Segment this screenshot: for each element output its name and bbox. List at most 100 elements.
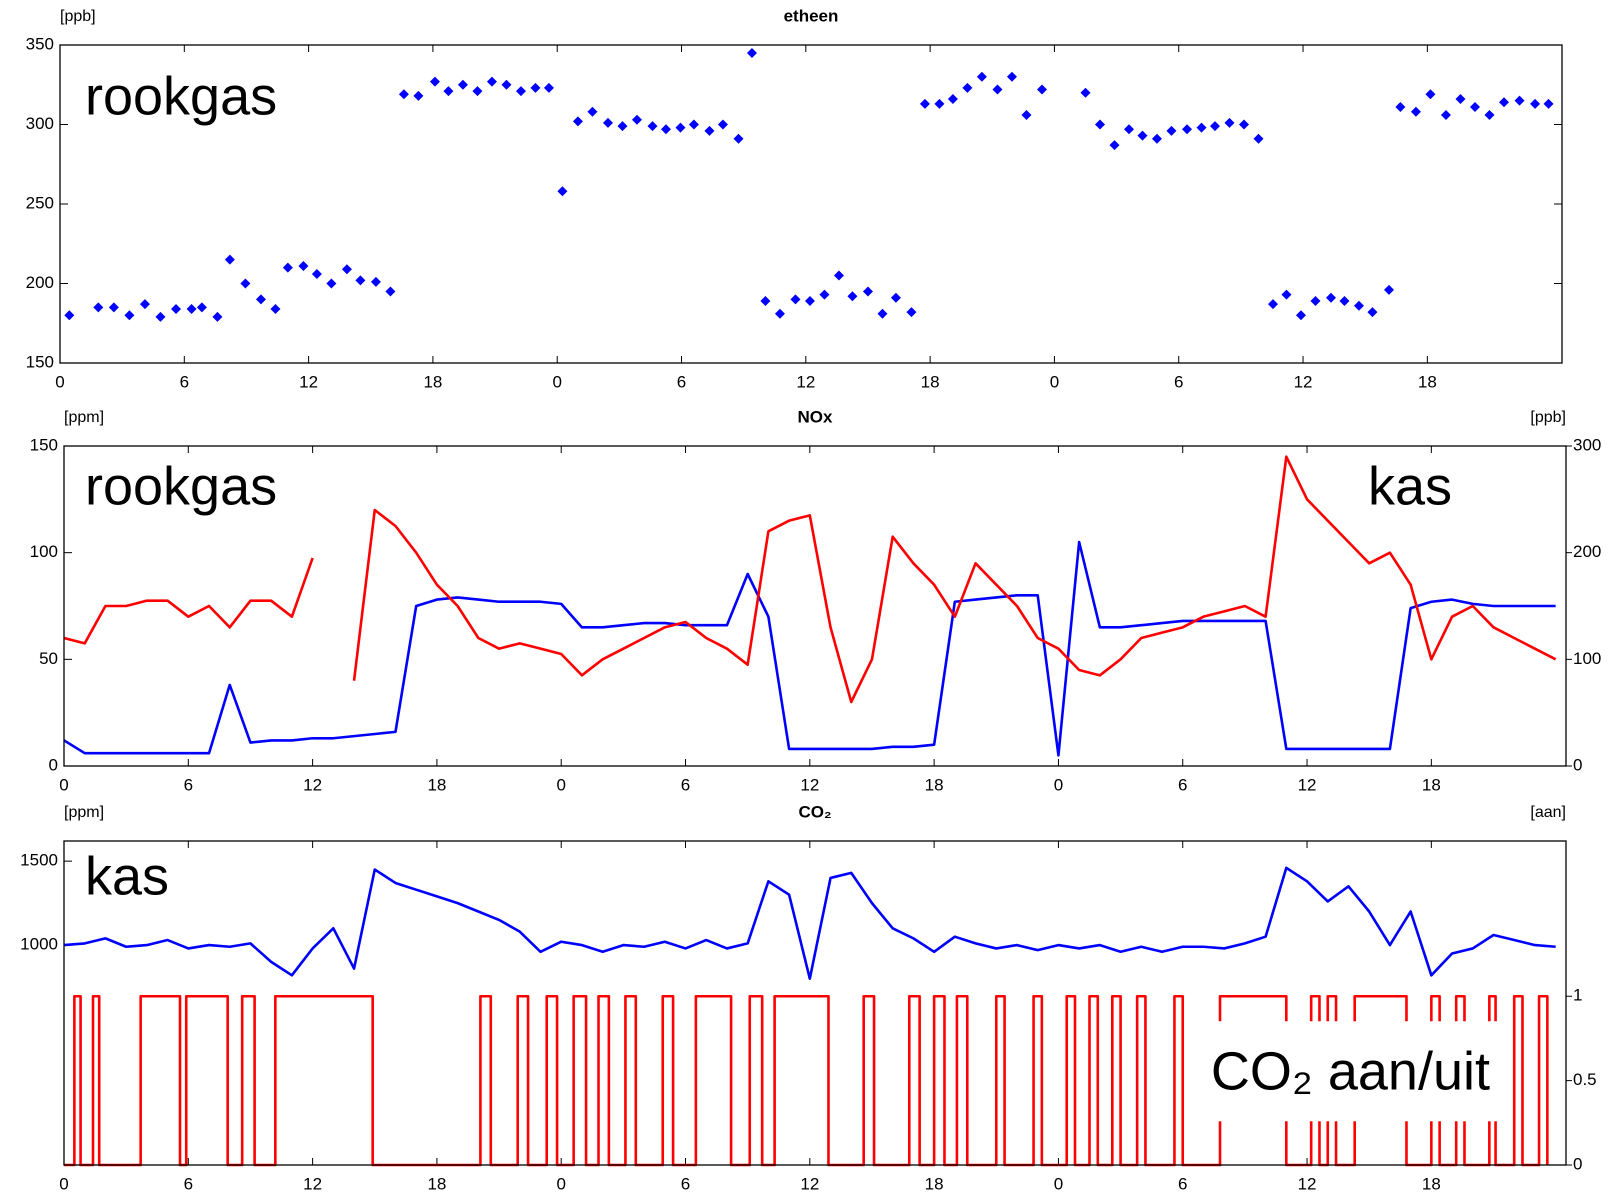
point xyxy=(155,311,166,322)
x-tick-label: 12 xyxy=(303,1174,322,1193)
point xyxy=(64,310,75,321)
point xyxy=(543,82,554,93)
y-tick-label: 0 xyxy=(49,755,58,774)
x-tick-label: 12 xyxy=(1298,1174,1317,1193)
x-tick-label: 0 xyxy=(552,372,561,391)
point xyxy=(1514,95,1525,106)
point xyxy=(530,82,541,93)
y2-axis-unit: [ppb] xyxy=(1530,409,1566,426)
y2-axis-unit: [aan] xyxy=(1530,804,1566,821)
point xyxy=(976,71,987,82)
legend-label: CO₂ aan/uit xyxy=(1211,1041,1490,1101)
point xyxy=(1182,124,1193,135)
line xyxy=(64,455,1557,704)
point xyxy=(1367,307,1378,318)
point xyxy=(1095,119,1106,130)
point xyxy=(1455,94,1466,105)
x-tick-label: 0 xyxy=(59,775,68,794)
point xyxy=(660,124,671,135)
y2-tick-label: 100 xyxy=(1573,649,1601,668)
x-tick-label: 18 xyxy=(1422,1174,1441,1193)
point xyxy=(733,133,744,144)
point xyxy=(1395,102,1406,113)
legend-label: kas xyxy=(85,846,169,906)
point xyxy=(341,264,352,275)
point xyxy=(1124,124,1135,135)
y2-tick-label: 200 xyxy=(1573,542,1601,561)
x-tick-label: 12 xyxy=(1294,372,1313,391)
point xyxy=(1530,98,1541,109)
line xyxy=(64,540,1556,757)
point xyxy=(557,186,568,197)
y-tick-label: 300 xyxy=(26,114,54,133)
y-tick-label: 150 xyxy=(30,435,58,454)
point xyxy=(457,79,468,90)
x-tick-label: 12 xyxy=(299,372,318,391)
point xyxy=(124,310,135,321)
point xyxy=(862,286,873,297)
point xyxy=(704,125,715,136)
chart-title: NOx xyxy=(798,407,834,426)
point xyxy=(282,262,293,273)
point xyxy=(919,98,930,109)
point xyxy=(617,121,628,132)
point xyxy=(631,114,642,125)
point xyxy=(1137,130,1148,141)
point xyxy=(240,278,251,289)
x-tick-label: 18 xyxy=(925,775,944,794)
y2-tick-label: 0 xyxy=(1573,1154,1582,1173)
x-tick-label: 18 xyxy=(427,1174,446,1193)
point xyxy=(1339,295,1350,306)
point xyxy=(1151,133,1162,144)
x-tick-label: 18 xyxy=(423,372,442,391)
point xyxy=(1253,133,1264,144)
point xyxy=(572,116,583,127)
y2-tick-label: 300 xyxy=(1573,435,1601,454)
y2-tick-label: 0.5 xyxy=(1573,1070,1597,1089)
point xyxy=(398,89,409,100)
point xyxy=(962,82,973,93)
point xyxy=(1440,109,1451,120)
point xyxy=(934,98,945,109)
point xyxy=(1326,292,1337,303)
y-axis-unit: [ppb] xyxy=(60,8,96,25)
y-tick-label: 150 xyxy=(26,352,54,371)
y-tick-label: 100 xyxy=(30,542,58,561)
chart-title: CO₂ xyxy=(798,802,831,821)
point xyxy=(1224,117,1235,128)
point xyxy=(1410,106,1421,117)
legend-label: rookgas xyxy=(85,456,277,516)
point xyxy=(1006,71,1017,82)
point xyxy=(429,76,440,87)
point xyxy=(472,86,483,97)
point xyxy=(587,106,598,117)
point xyxy=(1295,310,1306,321)
x-tick-label: 6 xyxy=(1178,1174,1187,1193)
point xyxy=(760,295,771,306)
point xyxy=(1310,295,1321,306)
plot-frame xyxy=(63,445,1567,767)
point xyxy=(196,302,207,313)
legend-label: rookgas xyxy=(85,66,277,126)
x-tick-label: 18 xyxy=(427,775,446,794)
x-tick-label: 12 xyxy=(800,775,819,794)
point xyxy=(1498,97,1509,108)
x-tick-label: 6 xyxy=(681,1174,690,1193)
point xyxy=(1238,119,1249,130)
point xyxy=(311,268,322,279)
x-tick-label: 18 xyxy=(1418,372,1437,391)
point xyxy=(270,303,281,314)
point xyxy=(385,286,396,297)
point xyxy=(1425,89,1436,100)
y-tick-label: 50 xyxy=(39,649,58,668)
point xyxy=(108,302,119,313)
point xyxy=(890,292,901,303)
x-tick-label: 6 xyxy=(1178,775,1187,794)
x-tick-label: 6 xyxy=(180,372,189,391)
x-tick-label: 12 xyxy=(1298,775,1317,794)
x-tick-label: 0 xyxy=(1050,372,1059,391)
x-tick-label: 12 xyxy=(796,372,815,391)
point xyxy=(515,86,526,97)
